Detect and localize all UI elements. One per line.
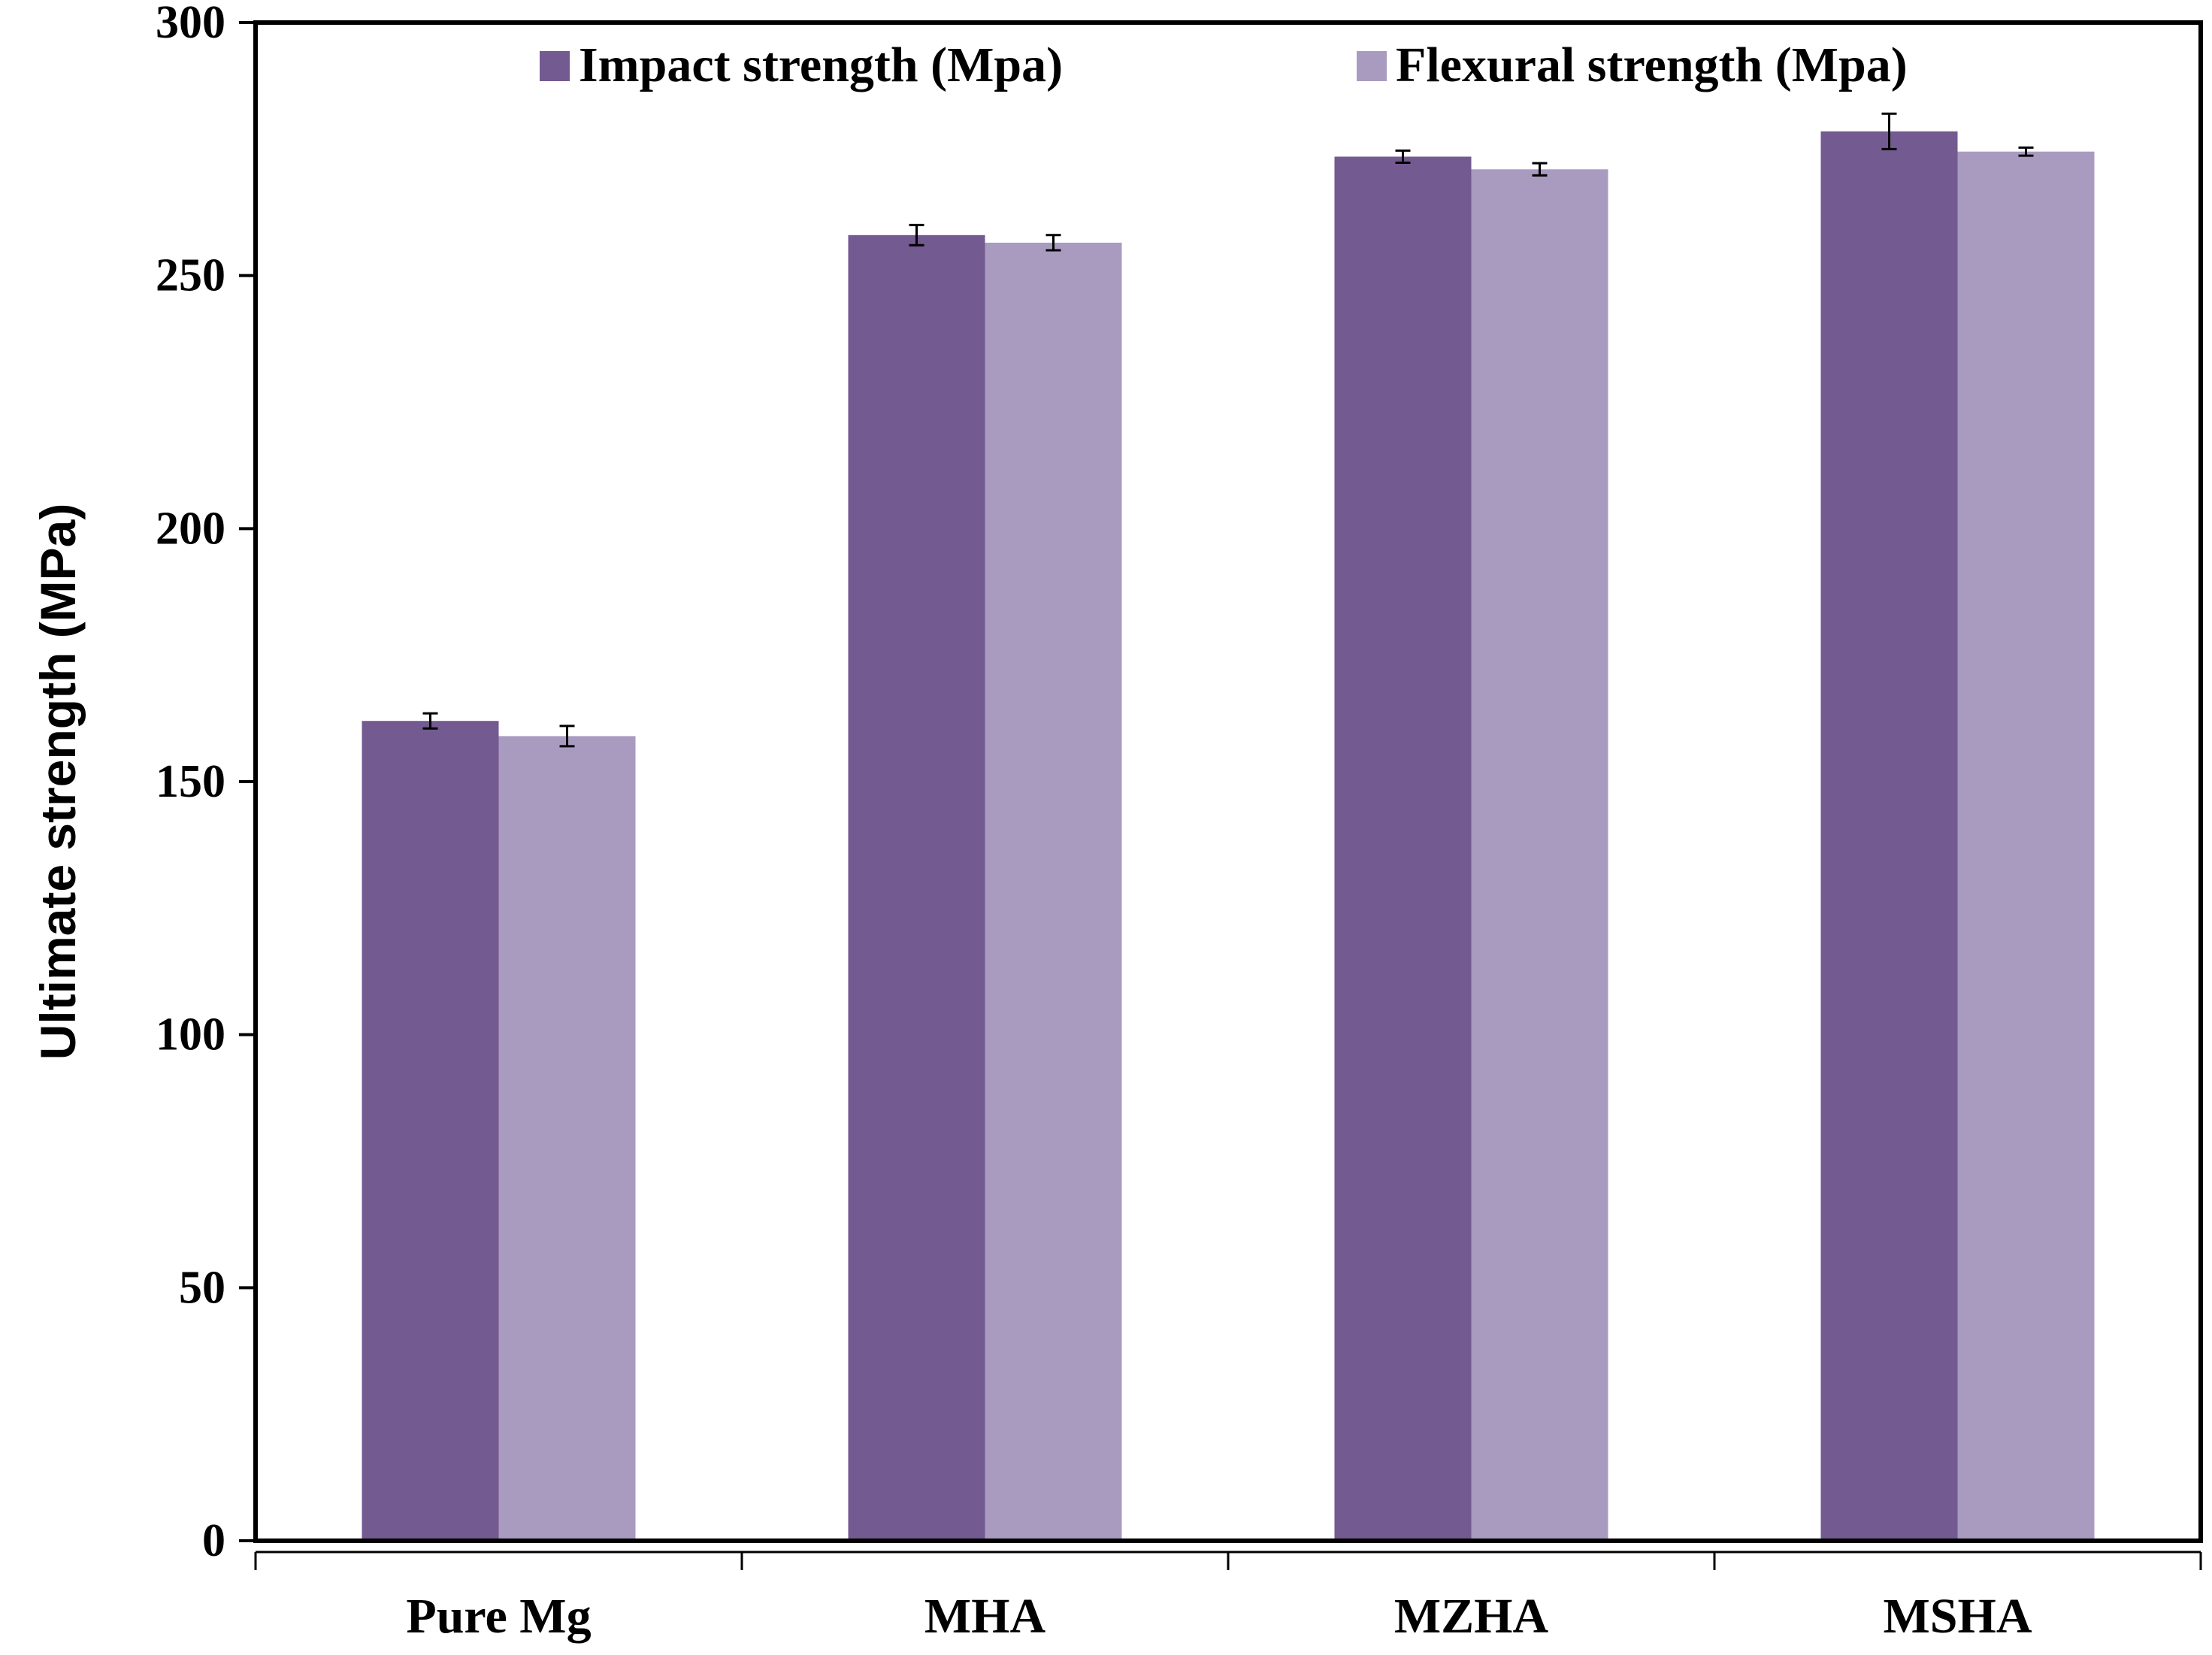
legend-swatch bbox=[1357, 51, 1387, 81]
legend: Impact strength (Mpa) Flexural strength (… bbox=[540, 38, 1908, 92]
error-bar bbox=[559, 725, 575, 748]
bar-flexural bbox=[1957, 151, 2095, 1542]
bar-impact bbox=[848, 234, 985, 1541]
bar-impact bbox=[362, 721, 499, 1542]
y-axis: 0 50 100 150 200 250 300 bbox=[156, 0, 256, 1566]
legend-item-flexural: Flexural strength (Mpa) bbox=[1357, 38, 1908, 92]
y-tick-label: 50 bbox=[179, 1262, 225, 1313]
y-tick-label: 300 bbox=[156, 0, 225, 48]
bar-impact bbox=[1820, 131, 1958, 1542]
legend-label: Flexural strength (Mpa) bbox=[1396, 38, 1908, 92]
y-tick-label: 200 bbox=[156, 503, 225, 554]
error-bar bbox=[1532, 162, 1548, 177]
error-bar bbox=[2018, 146, 2034, 157]
legend-swatch bbox=[540, 51, 570, 81]
x-tick-label: Pure Mg bbox=[406, 1589, 591, 1644]
y-tick-label: 0 bbox=[202, 1515, 225, 1566]
bar-flexural bbox=[1471, 169, 1608, 1542]
x-axis: Pure Mg MHA MZHA MSHA bbox=[254, 1551, 2202, 1644]
x-tick-label: MZHA bbox=[1394, 1589, 1549, 1644]
legend-label: Impact strength (Mpa) bbox=[579, 38, 1063, 92]
error-bar bbox=[422, 712, 438, 730]
y-tick-label: 150 bbox=[156, 756, 225, 807]
error-bar bbox=[1395, 149, 1411, 165]
legend-item-impact: Impact strength (Mpa) bbox=[540, 38, 1063, 92]
error-bars-layer bbox=[422, 112, 2034, 748]
y-tick-label: 100 bbox=[156, 1009, 225, 1060]
y-axis-label: Ultimate strength (MPa) bbox=[30, 504, 86, 1060]
x-tick-label: MSHA bbox=[1884, 1589, 2032, 1644]
error-bar bbox=[1045, 234, 1061, 252]
y-tick-label: 250 bbox=[156, 250, 225, 301]
bar-flexural bbox=[498, 736, 636, 1541]
error-bar bbox=[909, 223, 924, 247]
x-tick-label: MHA bbox=[924, 1589, 1046, 1644]
bar-impact bbox=[1334, 156, 1472, 1541]
bar-flexural bbox=[985, 242, 1122, 1541]
error-bar bbox=[1881, 112, 1897, 150]
bars-layer bbox=[362, 131, 2095, 1542]
